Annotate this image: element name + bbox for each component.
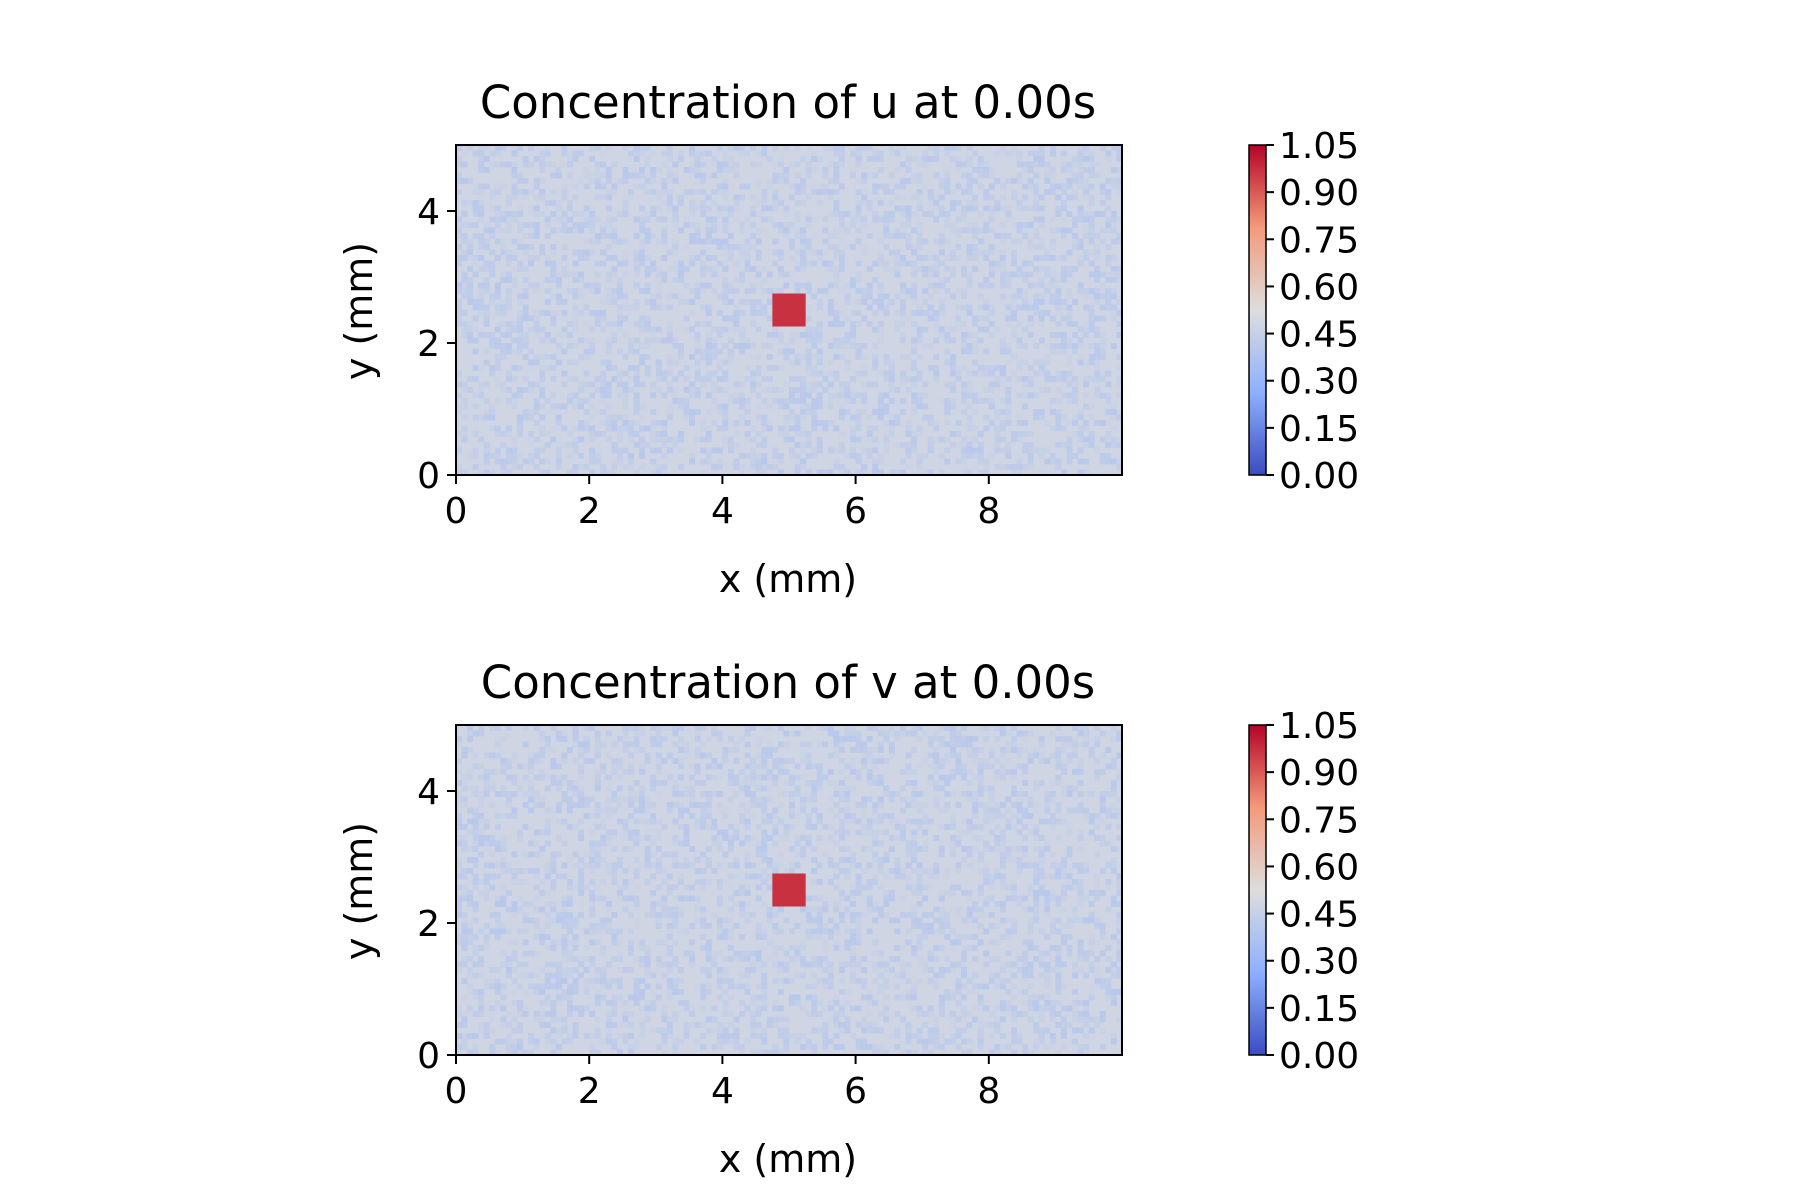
colorbar-tick-label: 0.75 [1279, 800, 1359, 841]
high-concentration-patch [772, 293, 806, 327]
y-tick-label: 2 [417, 904, 440, 945]
colorbar-tick-label: 1.05 [1279, 706, 1359, 747]
colorbar-tick-label: 0.60 [1279, 267, 1359, 308]
high-concentration-patch [772, 873, 806, 907]
x-tick-label: 0 [445, 491, 468, 532]
heatmap-panel-v: Concentration of v at 0.00s x (mm) y (mm… [337, 656, 1359, 1181]
x-tick-label: 6 [844, 491, 867, 532]
colorbar-frame [1248, 724, 1267, 1056]
colorbar-tick-label: 0.75 [1279, 220, 1359, 261]
x-axis-label: x (mm) [719, 1137, 857, 1181]
colorbar-frame [1248, 144, 1267, 476]
heatmap-noise [456, 145, 1122, 475]
colorbar-tick-label: 0.00 [1279, 1036, 1359, 1077]
colorbar-tick-label: 0.45 [1279, 895, 1359, 936]
colorbar-tick-label: 0.30 [1279, 942, 1359, 983]
x-axis-label: x (mm) [719, 557, 857, 601]
colorbar-tick-label: 0.30 [1279, 362, 1359, 403]
y-tick-label: 4 [417, 192, 440, 233]
heatmap-image [456, 145, 1122, 475]
y-axis-label: y (mm) [337, 822, 381, 960]
x-tick-label: 8 [977, 1071, 1000, 1112]
x-tick-label: 0 [445, 1071, 468, 1112]
x-tick-label: 2 [578, 1071, 601, 1112]
x-tick-label: 4 [711, 491, 734, 532]
y-tick-label: 2 [417, 324, 440, 365]
colorbar-tick-label: 1.05 [1279, 126, 1359, 167]
colorbar-tick-label: 0.90 [1279, 753, 1359, 794]
x-tick-label: 6 [844, 1071, 867, 1112]
colorbar-tick-label: 0.45 [1279, 315, 1359, 356]
x-tick-label: 2 [578, 491, 601, 532]
colorbar [1249, 725, 1266, 1055]
y-tick-label: 4 [417, 772, 440, 813]
x-tick-label: 8 [977, 491, 1000, 532]
y-tick-label: 0 [417, 456, 440, 497]
heatmap-panel-u: Concentration of u at 0.00s x (mm) y (mm… [337, 76, 1359, 601]
colorbar-tick-label: 0.15 [1279, 989, 1359, 1030]
axes-frame [455, 724, 1123, 1056]
chart-title: Concentration of v at 0.00s [481, 656, 1095, 709]
colorbar-tick-label: 0.00 [1279, 456, 1359, 497]
heatmap-image [456, 725, 1122, 1055]
x-tick-label: 4 [711, 1071, 734, 1112]
y-axis-label: y (mm) [337, 242, 381, 380]
colorbar-tick-label: 0.60 [1279, 847, 1359, 888]
axes-frame [455, 144, 1123, 476]
colorbar-tick-label: 0.90 [1279, 173, 1359, 214]
colorbar [1249, 145, 1266, 475]
colorbar-tick-label: 0.15 [1279, 409, 1359, 450]
chart-title: Concentration of u at 0.00s [480, 76, 1096, 129]
heatmap-noise [456, 725, 1122, 1055]
y-tick-label: 0 [417, 1036, 440, 1077]
